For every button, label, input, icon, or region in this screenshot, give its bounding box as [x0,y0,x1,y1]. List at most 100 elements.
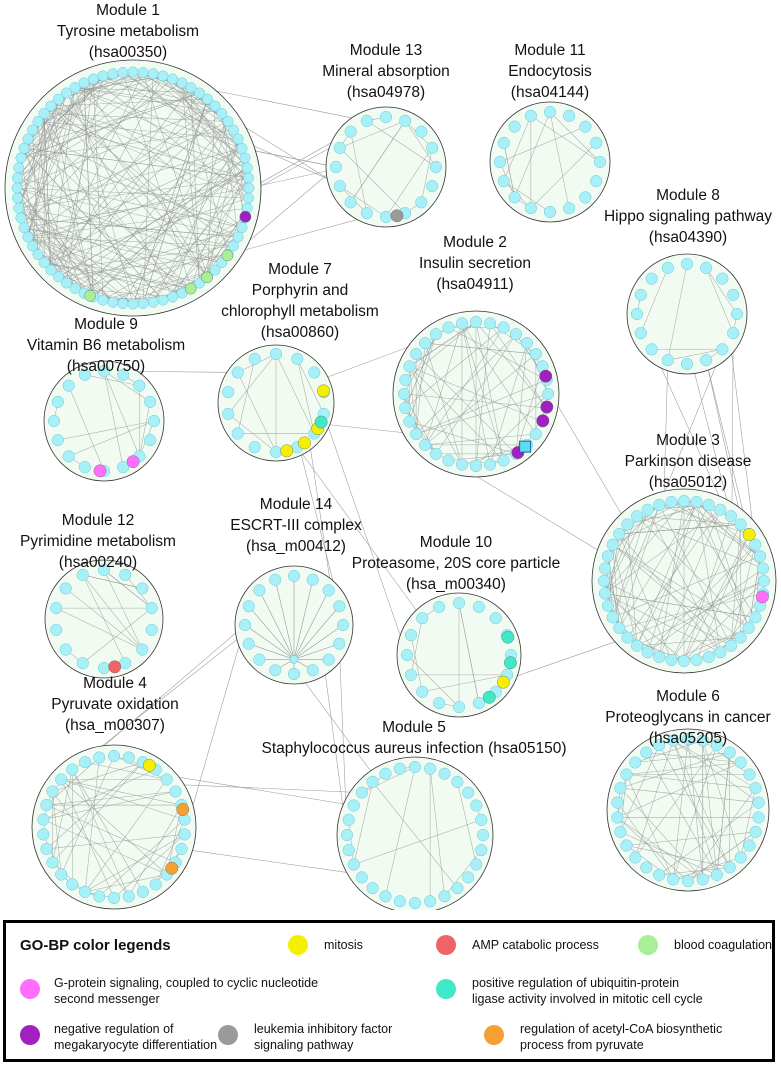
gene-node [366,775,379,788]
edge [16,187,114,303]
gene-node [93,751,106,764]
gene-node [724,510,738,523]
gene-node [222,386,235,399]
gene-node [681,732,695,746]
edge [27,99,59,238]
gene-node [754,550,767,563]
gene-node [248,441,261,454]
edge [16,187,67,284]
gene-node [702,651,715,664]
gene-node [749,611,762,624]
label-m4: Module 4 Pyruvate oxidation (hsa_m00307) [51,673,179,736]
module-m7 [217,344,335,462]
gene-node [634,288,647,301]
gene-node [476,828,490,842]
edge [635,740,703,763]
gene-node [52,93,64,105]
edge [61,779,167,875]
edge [162,217,246,301]
gene-node [493,155,507,169]
gene-node [379,110,393,124]
gene-node [497,321,510,334]
gene-node [202,93,214,105]
gene-node [11,172,23,184]
edge [82,574,143,650]
annotated-node [496,675,510,689]
gene-node [620,839,633,852]
gene-node [175,842,188,855]
edge [627,524,638,646]
gene-node [408,760,422,774]
edge [84,374,140,386]
edge [409,334,437,422]
edge [626,831,756,846]
gene-node [403,415,416,428]
edge [696,533,749,661]
gene-node [734,518,747,531]
edge [350,120,406,203]
gene-node [611,811,624,824]
gene-node [61,87,72,99]
module-boundary [43,360,165,482]
pathway-code: (hsa04390) [648,229,728,246]
module-name: Module 6 [656,688,720,705]
gene-node [269,664,282,677]
module-name: Module 13 [349,42,423,59]
gene-node [32,116,44,127]
gene-node [734,631,747,644]
edge [93,148,243,298]
gene-node [78,368,91,381]
edge [27,236,234,247]
gene-node [677,654,691,668]
gene-node [452,596,466,610]
gene-node [149,878,162,891]
gene-node [543,105,557,119]
edge [50,105,248,169]
edge [405,327,504,409]
gene-node [97,563,111,577]
gene-node [710,868,723,881]
edge [207,138,239,277]
edge [50,105,234,247]
edge [57,420,155,441]
gene-node [11,192,23,204]
legend-dot-leukemia [218,1025,238,1045]
gene-node [653,498,666,511]
module-name: Module 10 [419,534,493,551]
edge [259,590,295,660]
gene-node [426,180,439,193]
gene-node [629,851,642,864]
module-name: Module 8 [656,187,720,204]
gene-node [344,125,357,138]
gene-node [702,498,715,511]
gene-node [598,587,612,600]
gene-node [46,785,59,798]
gene-node [160,773,173,786]
edge [457,781,477,865]
gene-node [727,327,740,340]
edge [17,177,192,289]
gene-node [333,141,346,154]
pathway-code: (hsa05012) [648,474,728,491]
gene-node [50,623,63,636]
annotated-node [314,415,328,429]
edge [23,73,114,149]
edge [43,819,167,875]
label-m13: Module 13 Mineral absorption (hsa04978) [322,40,450,103]
gene-node [157,294,169,306]
label-m2: Module 2 Insulin secretion (hsa04911) [419,232,531,295]
module-boundary [489,101,611,223]
gene-node [32,249,44,260]
label-m14: Module 14 ESCRT-III complex (hsa_m00412) [230,494,362,557]
edge [659,501,697,506]
gene-node [167,291,179,303]
pathway-code: (hsa05205) [648,730,728,747]
gene-node [470,858,483,871]
edge [646,752,718,875]
edge [74,167,248,289]
edge [626,774,674,880]
gene-node [322,584,335,597]
edge [475,323,491,467]
edge [16,72,144,189]
edge [23,148,249,179]
